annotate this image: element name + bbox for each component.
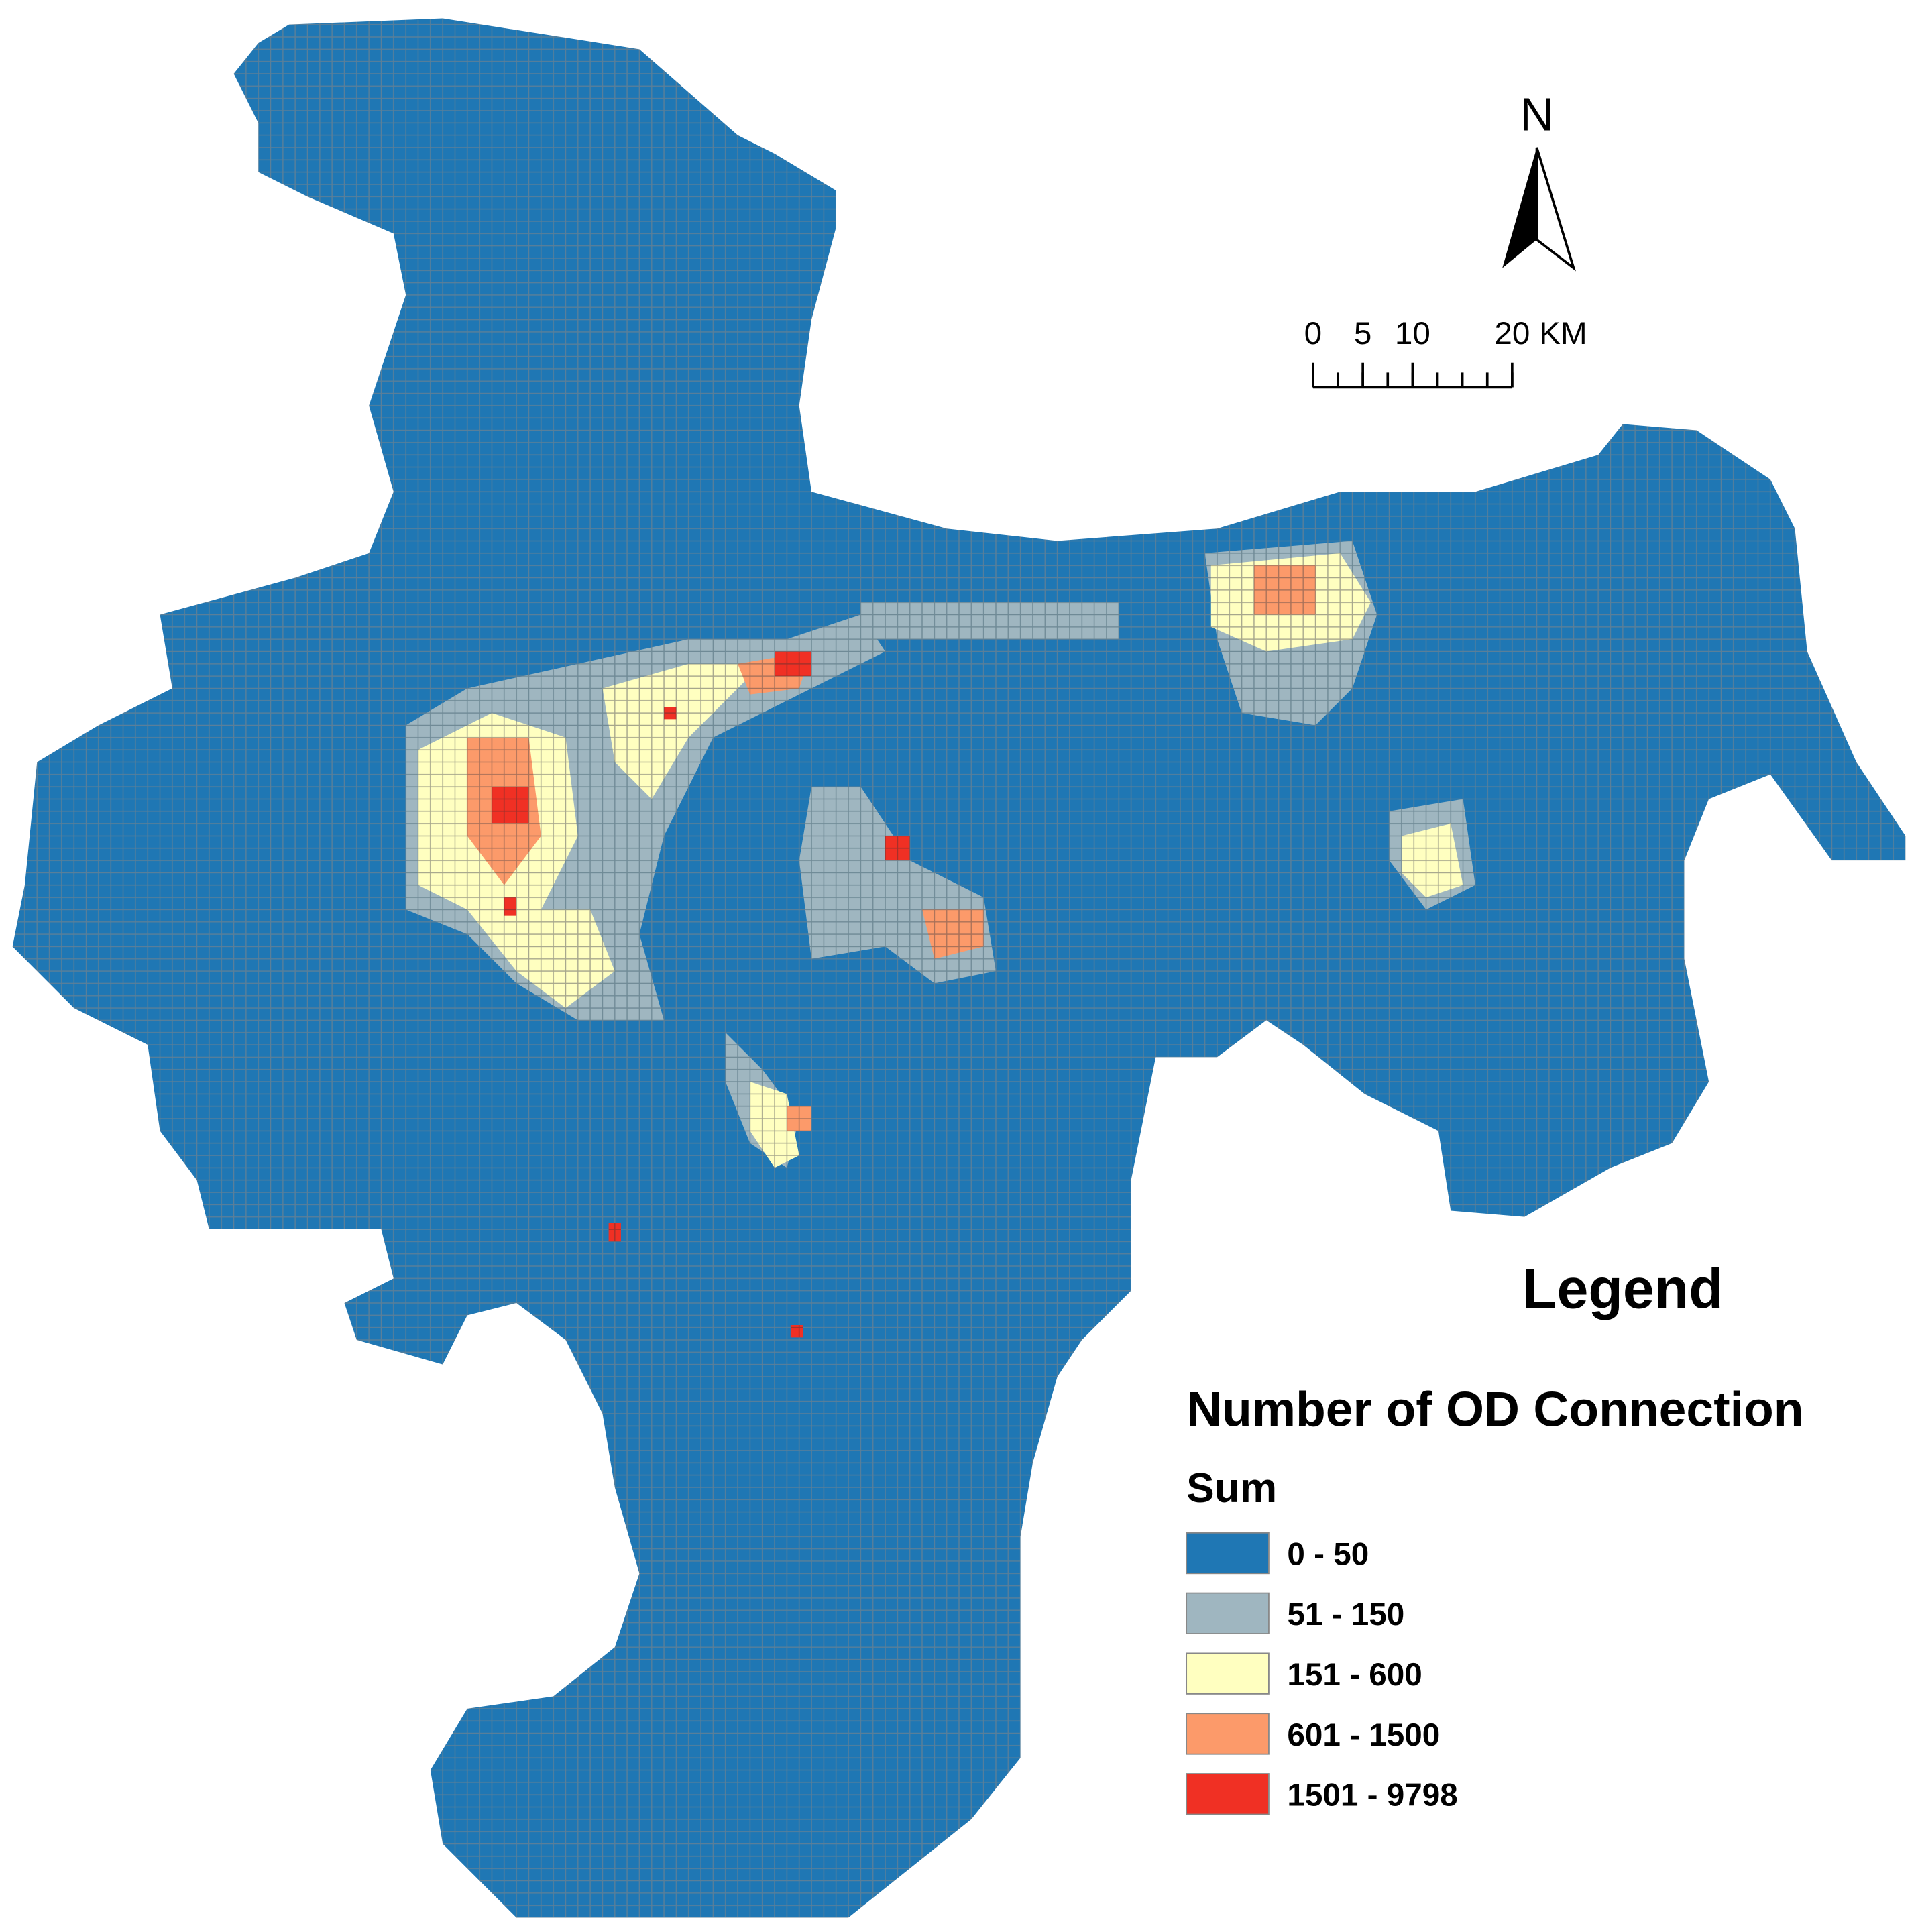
scale-label: 0: [1304, 316, 1322, 351]
scale-bar: 0 5 10 20 KM: [1304, 316, 1587, 389]
north-label: N: [1520, 88, 1553, 140]
legend-swatch: [1186, 1773, 1270, 1815]
scale-label: 10: [1395, 316, 1430, 351]
north-arrow: [1502, 147, 1537, 268]
cluster: [775, 651, 812, 677]
cluster: [1401, 823, 1463, 898]
cluster: [664, 706, 677, 720]
cluster: [790, 1324, 803, 1338]
scale-unit: KM: [1539, 316, 1587, 351]
cluster: [602, 663, 763, 799]
legend-swatch: [1186, 1652, 1270, 1695]
cluster: [922, 909, 984, 959]
cluster: [608, 1223, 621, 1242]
legend-label: 1501 - 9798: [1287, 1778, 1457, 1813]
legend-swatch: [1186, 1713, 1270, 1755]
legend-label: 151 - 600: [1287, 1657, 1422, 1693]
legend-swatch: [1186, 1592, 1270, 1634]
legend-label: 0 - 50: [1287, 1536, 1369, 1572]
scale-label: 20: [1494, 316, 1530, 351]
cluster: [787, 1106, 812, 1131]
cluster: [860, 602, 1119, 640]
legend-title: Legend: [1522, 1257, 1724, 1320]
cluster: [750, 1082, 799, 1168]
legend-label: 51 - 150: [1287, 1597, 1404, 1632]
cluster: [492, 787, 529, 824]
cluster: [1253, 565, 1316, 615]
legend-items: 0 - 50 51 - 150 151 - 600 601 - 1500 1501 - …: [1186, 1532, 1458, 1815]
cluster: [504, 897, 517, 916]
cluster: [885, 836, 910, 861]
legend-label: 601 - 1500: [1287, 1717, 1440, 1753]
scale-label: 5: [1354, 316, 1371, 351]
legend-field: Number of OD Connection: [1186, 1381, 1803, 1436]
legend-subtitle: Sum: [1186, 1465, 1277, 1512]
legend-swatch: [1186, 1532, 1270, 1575]
north-arrow: [1535, 147, 1576, 272]
